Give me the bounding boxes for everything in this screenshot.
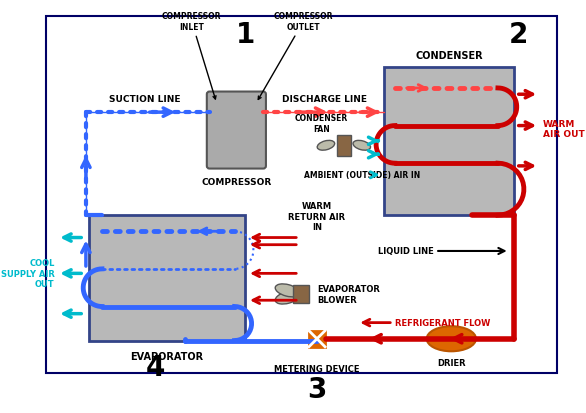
Text: EVAPORATOR
BLOWER: EVAPORATOR BLOWER (317, 285, 380, 304)
Text: 4: 4 (146, 354, 165, 382)
Text: LIQUID LINE: LIQUID LINE (377, 247, 434, 256)
Text: COMPRESSOR: COMPRESSOR (201, 177, 271, 186)
Bar (293, 285, 309, 303)
Text: SUCTION LINE: SUCTION LINE (109, 95, 180, 104)
Text: REFRIGERANT FLOW: REFRIGERANT FLOW (395, 318, 490, 328)
Text: COMPRESSOR
INLET: COMPRESSOR INLET (162, 12, 222, 100)
Text: WARM
RETURN AIR
IN: WARM RETURN AIR IN (288, 202, 346, 232)
Text: COMPRESSOR
OUTLET: COMPRESSOR OUTLET (258, 12, 333, 100)
Text: WARM
AIR OUT: WARM AIR OUT (543, 119, 584, 139)
Ellipse shape (353, 141, 370, 151)
Text: EVAPORATOR: EVAPORATOR (131, 351, 203, 361)
Text: COOL
SUPPLY AIR
OUT: COOL SUPPLY AIR OUT (1, 259, 54, 289)
Text: DISCHARGE LINE: DISCHARGE LINE (282, 95, 367, 104)
Ellipse shape (275, 291, 299, 304)
Text: 1: 1 (236, 21, 255, 49)
Text: AMBIENT (OUTSIDE) AIR IN: AMBIENT (OUTSIDE) AIR IN (304, 171, 420, 180)
FancyBboxPatch shape (207, 93, 266, 169)
Text: 2: 2 (509, 21, 528, 49)
Bar (337, 135, 351, 157)
Ellipse shape (275, 284, 299, 297)
Text: CONDENSER
FAN: CONDENSER FAN (295, 114, 348, 133)
Text: CONDENSER: CONDENSER (415, 51, 483, 61)
Text: 3: 3 (307, 375, 326, 403)
Text: DRIER: DRIER (437, 358, 466, 368)
Bar (384, 68, 514, 216)
Bar (309, 331, 325, 347)
Bar (88, 216, 246, 341)
Text: METERING DEVICE: METERING DEVICE (274, 364, 360, 373)
Ellipse shape (317, 141, 335, 151)
Ellipse shape (427, 326, 476, 351)
